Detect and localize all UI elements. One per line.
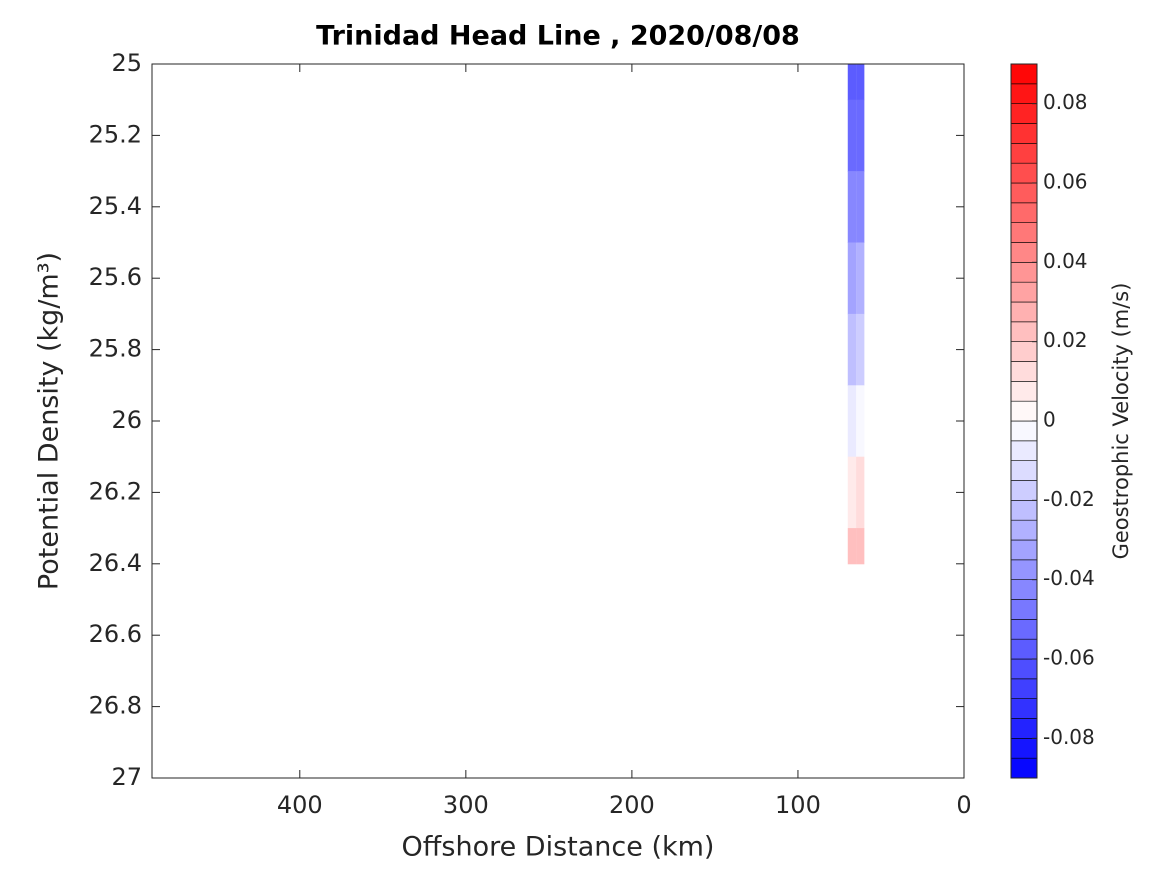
y-tick-label: 25.2 bbox=[89, 120, 142, 148]
contour-cell bbox=[847, 528, 857, 565]
colorbar-band bbox=[1010, 638, 1038, 660]
colorbar-band bbox=[1010, 519, 1038, 541]
colorbar-band bbox=[1010, 738, 1038, 759]
contour-cell bbox=[856, 171, 865, 243]
contour-cell bbox=[856, 64, 865, 101]
colorbar-band bbox=[1010, 698, 1038, 719]
colorbar-band bbox=[1010, 262, 1038, 283]
colorbar-band bbox=[1010, 579, 1038, 600]
y-tick-label: 26.2 bbox=[89, 477, 142, 505]
y-tick-label: 26.8 bbox=[89, 692, 142, 720]
colorbar-band bbox=[1010, 539, 1038, 561]
y-tick-label: 26.6 bbox=[89, 620, 142, 648]
colorbar-band bbox=[1010, 559, 1038, 580]
colorbar-tick-label: -0.08 bbox=[1043, 725, 1095, 749]
y-tick-label: 26.4 bbox=[89, 549, 142, 577]
contour-cell bbox=[856, 528, 865, 565]
colorbar-band bbox=[1010, 143, 1038, 164]
y-tick-label: 25.8 bbox=[89, 335, 142, 363]
contour-cell bbox=[847, 313, 857, 386]
chart-title: Trinidad Head Line , 2020/08/08 bbox=[316, 21, 800, 52]
x-tick-label: 400 bbox=[277, 791, 323, 819]
x-axis-label: Offshore Distance (km) bbox=[402, 832, 715, 863]
y-axis-label: Potential Density (kg/m³) bbox=[34, 252, 65, 590]
colorbar-band bbox=[1010, 420, 1038, 442]
colorbar-band bbox=[1010, 162, 1038, 184]
colorbar-band bbox=[1010, 361, 1038, 382]
contour-cell bbox=[847, 171, 857, 243]
y-tick-label: 26 bbox=[111, 406, 142, 434]
y-tick-label: 25.4 bbox=[89, 192, 142, 220]
contour-cell bbox=[856, 99, 865, 172]
colorbar-band bbox=[1010, 123, 1038, 144]
y-tick-label: 25 bbox=[111, 49, 142, 77]
colorbar-tick-label: -0.04 bbox=[1043, 566, 1095, 590]
colorbar-label: Geostrophic Velocity (m/s) bbox=[1109, 283, 1133, 560]
colorbar-band bbox=[1010, 500, 1038, 521]
colorbar-band bbox=[1010, 460, 1038, 481]
colorbar-band bbox=[1010, 440, 1038, 461]
contour-cell bbox=[847, 385, 857, 458]
colorbar-band bbox=[1010, 718, 1038, 739]
colorbar-band bbox=[1010, 182, 1038, 204]
contour-cell bbox=[856, 456, 865, 529]
colorbar-band bbox=[1010, 321, 1038, 342]
colorbar-band bbox=[1010, 599, 1038, 620]
x-tick-label: 300 bbox=[443, 791, 489, 819]
contour-cell bbox=[856, 242, 865, 315]
colorbar-band bbox=[1010, 103, 1038, 124]
colorbar-tick-label: -0.02 bbox=[1043, 487, 1095, 511]
colorbar-tick-label: 0.02 bbox=[1043, 328, 1088, 352]
colorbar-band bbox=[1010, 658, 1038, 680]
colorbar-tick-label: 0.06 bbox=[1043, 170, 1088, 194]
contour-cell bbox=[847, 64, 857, 101]
contour-cell bbox=[856, 385, 865, 458]
y-tick-label: 25.6 bbox=[89, 263, 142, 291]
colorbar-band bbox=[1010, 678, 1038, 699]
colorbar-band bbox=[1010, 242, 1038, 263]
colorbar-band bbox=[1010, 341, 1038, 362]
colorbar-tick-label: -0.06 bbox=[1043, 646, 1095, 670]
contour-cell bbox=[847, 456, 857, 529]
contour-cell bbox=[856, 313, 865, 386]
colorbar-band bbox=[1010, 83, 1038, 104]
contour-cell bbox=[847, 242, 857, 315]
x-tick-label: 0 bbox=[956, 791, 971, 819]
colorbar-band bbox=[1010, 222, 1038, 243]
x-tick-label: 100 bbox=[775, 791, 821, 819]
colorbar-band bbox=[1010, 281, 1038, 303]
colorbar-band bbox=[1010, 480, 1038, 501]
colorbar-band bbox=[1010, 400, 1038, 422]
x-tick-label: 200 bbox=[609, 791, 655, 819]
colorbar-tick-label: 0 bbox=[1043, 408, 1056, 432]
colorbar-band bbox=[1010, 757, 1038, 779]
colorbar-band bbox=[1010, 381, 1038, 402]
colorbar-band bbox=[1010, 619, 1038, 640]
colorbar-tick-label: 0.08 bbox=[1043, 90, 1088, 114]
contour-cell bbox=[847, 99, 857, 172]
colorbar-band bbox=[1010, 202, 1038, 223]
y-tick-label: 27 bbox=[111, 763, 142, 791]
colorbar-band bbox=[1010, 63, 1038, 85]
colorbar-band bbox=[1010, 301, 1038, 323]
colorbar-tick-label: 0.04 bbox=[1043, 249, 1088, 273]
